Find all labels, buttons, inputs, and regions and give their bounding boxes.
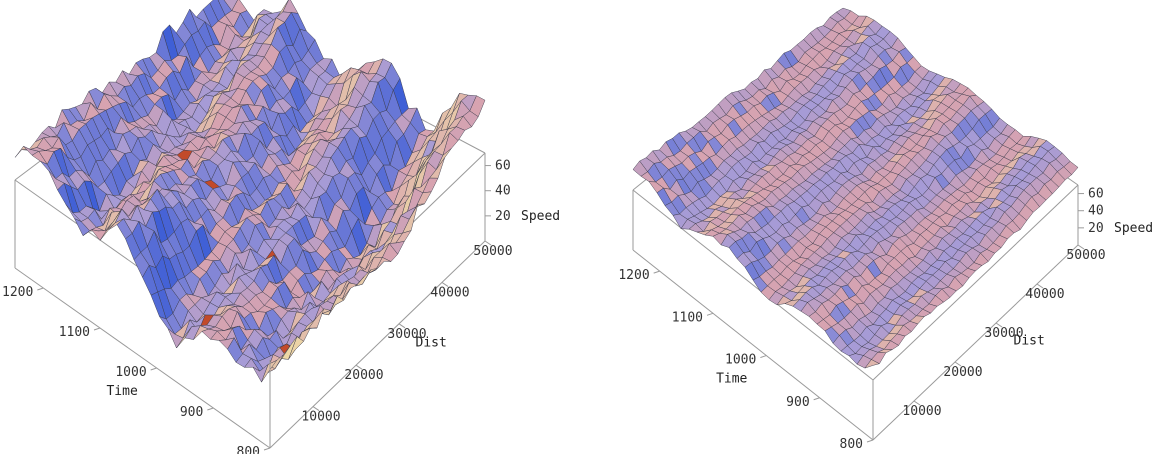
- x-tick: [37, 287, 44, 291]
- y-tick-label: 10000: [902, 404, 941, 419]
- z-axis-title: Speed: [1114, 221, 1153, 236]
- y-tick: [441, 281, 449, 287]
- y-tick: [954, 361, 962, 367]
- x-axis-title: Time: [716, 371, 747, 386]
- z-tick-label: 40: [495, 184, 511, 199]
- surface-cell: [261, 360, 277, 383]
- y-tick: [995, 322, 1003, 328]
- y-tick: [312, 406, 320, 412]
- z-tick-label: 60: [495, 159, 511, 174]
- surface-plot-right: 800 900 1000 1100 1200 Time 10000 20000 30000 400…: [618, 7, 1153, 452]
- surface-cell: [864, 359, 880, 369]
- x-tick: [207, 407, 214, 411]
- z-tick-label: 20: [1088, 221, 1104, 236]
- y-tick: [913, 400, 921, 406]
- x-tick: [93, 327, 101, 331]
- y-tick: [484, 240, 492, 246]
- y-tick-label: 50000: [473, 244, 512, 259]
- y-axis-title: Dist: [1014, 334, 1045, 349]
- x-tick-label: 800: [237, 445, 260, 454]
- y-tick-label: 40000: [430, 285, 469, 300]
- x-tick-label: 1000: [725, 353, 756, 368]
- x-axis-title: Time: [106, 384, 137, 399]
- box-bottom-edge: [632, 249, 874, 441]
- x-tick: [760, 355, 767, 359]
- x-tick: [263, 447, 271, 451]
- y-tick-label: 10000: [301, 410, 340, 425]
- z-axis-title: Speed: [521, 209, 560, 224]
- surface-mesh: [14, 0, 486, 383]
- x-tick-label: 1100: [672, 310, 703, 325]
- axes: 800 900 1000 1100 1200 Time 10000 20000 30000 400…: [618, 187, 1153, 452]
- box-bottom-edge: [872, 244, 1079, 441]
- y-tick: [1077, 244, 1085, 250]
- y-axis-title: Dist: [416, 336, 447, 351]
- x-tick: [150, 367, 157, 371]
- y-tick-label: 30000: [984, 326, 1023, 341]
- axes: 800 900 1000 1100 1200 Time 10000 20000 30000 400…: [2, 159, 560, 454]
- x-tick-label: 900: [786, 395, 809, 410]
- y-tick-label: 30000: [387, 327, 426, 342]
- y-tick-label: 20000: [344, 368, 383, 383]
- box-top-edge: [632, 189, 874, 381]
- z-tick-label: 60: [1088, 187, 1104, 202]
- x-tick-label: 1100: [59, 325, 90, 340]
- y-tick: [1036, 283, 1044, 289]
- x-tick-label: 1000: [115, 365, 146, 380]
- surface-cell: [14, 146, 31, 158]
- x-tick-label: 1200: [2, 285, 33, 300]
- y-tick-label: 40000: [1025, 287, 1064, 302]
- x-tick-label: 1200: [618, 268, 649, 283]
- z-tick-label: 40: [1088, 204, 1104, 219]
- box-bottom-edge: [269, 240, 486, 449]
- x-tick-label: 900: [180, 405, 203, 420]
- box-bottom-edge: [14, 267, 271, 449]
- x-tick: [866, 439, 874, 443]
- x-tick: [653, 270, 660, 274]
- surface-mesh: [632, 7, 1079, 369]
- x-tick: [706, 312, 714, 316]
- y-tick: [355, 364, 363, 370]
- x-tick: [813, 397, 820, 401]
- y-tick-label: 20000: [943, 365, 982, 380]
- y-tick-label: 50000: [1066, 248, 1105, 263]
- surface-plot-left: 800 900 1000 1100 1200 Time 10000 20000 30000 400…: [2, 0, 560, 454]
- z-tick-label: 20: [495, 209, 511, 224]
- y-tick: [398, 323, 406, 329]
- x-tick-label: 800: [840, 437, 863, 452]
- box-top-edge: [872, 184, 1079, 381]
